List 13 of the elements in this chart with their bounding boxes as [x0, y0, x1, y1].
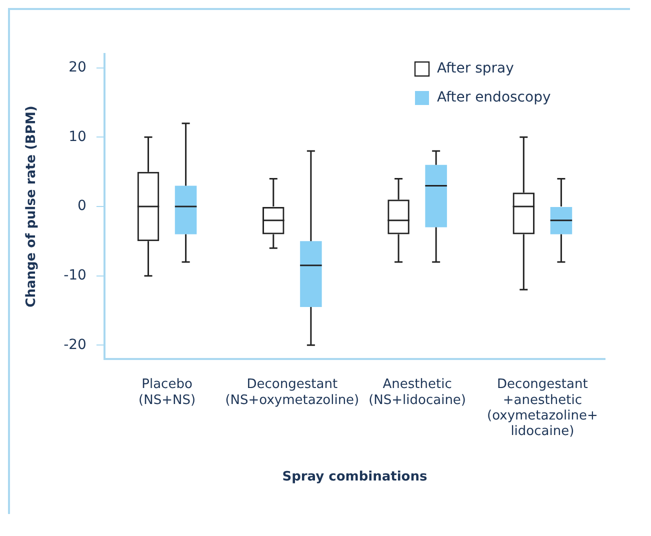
y-tick-label: 20 [68, 60, 86, 76]
y-tick-label: 10 [68, 128, 86, 145]
y-tick-label: -20 [64, 336, 86, 353]
x-tick-label: Placebo (NS+NS) [138, 377, 196, 408]
y-tick-label: 0 [78, 198, 86, 214]
x-tick-label: Decongestant (NS+oxymetazoline) [225, 377, 360, 408]
legend-label: After endoscopy [437, 90, 551, 106]
x-tick-label: Decongestant +anesthetic (oxymetazoline+ lidocaine) [486, 377, 598, 439]
x-axis-title: Spray combinations [282, 470, 428, 485]
y-axis-title: Change of pulse rate (BPM) [24, 106, 40, 308]
x-tick-label: Anesthetic (NS+lidocaine) [368, 377, 466, 408]
legend-label: After spray [437, 60, 514, 77]
y-tick-label: -10 [64, 267, 86, 284]
